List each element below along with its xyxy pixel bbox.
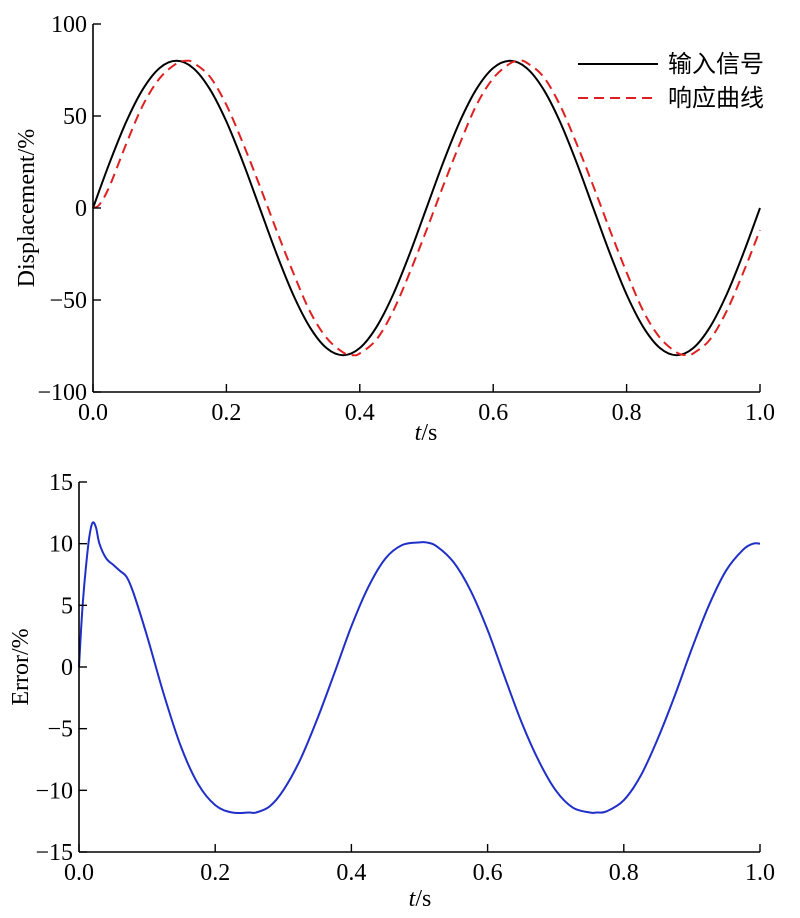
error-y-tick-label: 5 <box>61 593 73 619</box>
displacement-x-tick-label: 0.6 <box>478 400 508 426</box>
displacement-x-tick-label: 0.4 <box>345 400 375 426</box>
error-ticks: 0.0 0.2 0.4 0.6 0.8 1.0 15 10 5 0 −5 −10 −15 <box>35 470 775 886</box>
error-y-tick-label: 10 <box>49 532 73 558</box>
error-y-tick-label: −15 <box>35 840 73 866</box>
displacement-x-tick-label: 0.0 <box>78 400 108 426</box>
displacement-x-axis-label: t/s <box>415 420 438 446</box>
displacement-series-group <box>92 59 761 357</box>
error-axes <box>78 482 760 853</box>
error-y-tick-label: 15 <box>49 470 73 496</box>
displacement-ticks: 0.0 0.2 0.4 0.6 0.8 1.0 100 50 0 −50 −100 <box>37 12 775 426</box>
legend: 输入信号 响应曲线 <box>578 50 764 112</box>
displacement-y-tick-label: 100 <box>51 12 87 38</box>
error-series-group <box>78 521 761 815</box>
error-x-tick-label: 0.2 <box>200 860 230 886</box>
error-series-line-0 <box>78 521 761 815</box>
error-x-tick-label: 1.0 <box>745 860 775 886</box>
displacement-y-tick-label: −100 <box>37 380 87 406</box>
error-x-tick-label: 0.8 <box>609 860 639 886</box>
error-x-axis-unit: /s <box>415 886 431 912</box>
displacement-x-axis-unit: /s <box>421 420 437 446</box>
error-x-tick-label: 0.4 <box>336 860 366 886</box>
error-y-tick-label: −10 <box>35 778 73 804</box>
error-y-axis-label: Error/% <box>8 628 34 705</box>
error-x-axis-var: t <box>409 886 417 912</box>
displacement-y-tick-label: 0 <box>75 196 87 222</box>
displacement-x-tick-label: 1.0 <box>745 400 775 426</box>
displacement-x-axis-var: t <box>415 420 423 446</box>
displacement-y-tick-label: −50 <box>49 288 87 314</box>
displacement-x-tick-label: 0.8 <box>612 400 642 426</box>
displacement-series-line-0 <box>92 59 761 357</box>
error-y-tick-label: 0 <box>61 655 73 681</box>
error-x-tick-label: 0.6 <box>473 860 503 886</box>
error-x-axis-label: t/s <box>409 886 432 912</box>
displacement-chart: 0.0 0.2 0.4 0.6 0.8 1.0 100 50 0 −50 −100 Displace… <box>14 12 775 446</box>
displacement-series-line-1 <box>92 59 761 357</box>
displacement-x-tick-label: 0.2 <box>211 400 241 426</box>
error-x-tick-label: 0.0 <box>64 860 94 886</box>
legend-label-response-curve: 响应曲线 <box>668 84 764 112</box>
legend-label-input-signal: 输入信号 <box>668 50 764 78</box>
displacement-y-axis-label: Displacement/% <box>14 129 40 288</box>
displacement-y-tick-label: 50 <box>63 104 87 130</box>
error-chart: 0.0 0.2 0.4 0.6 0.8 1.0 15 10 5 0 −5 −10 −15 Error/%… <box>8 470 775 912</box>
error-y-tick-label: −5 <box>47 717 73 743</box>
